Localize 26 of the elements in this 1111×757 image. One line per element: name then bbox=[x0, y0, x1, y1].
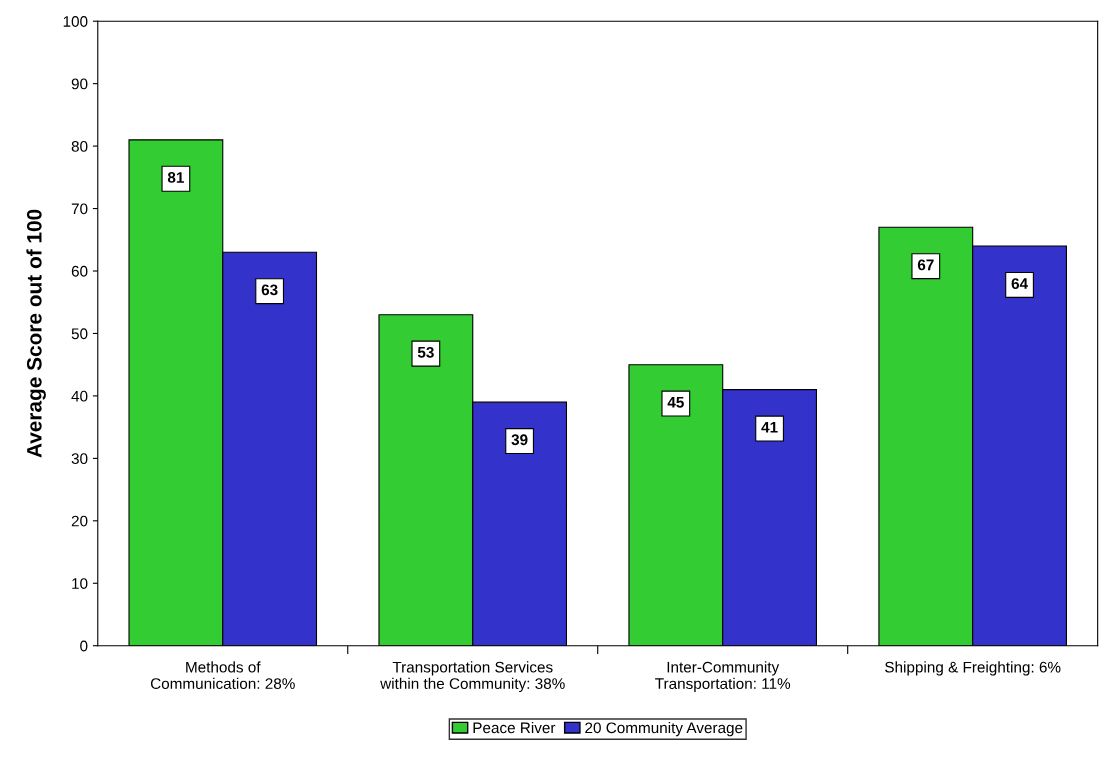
data-label: 45 bbox=[667, 397, 684, 408]
y-axis-title: Average Score out of 100 bbox=[26, 209, 46, 458]
data-label: 39 bbox=[511, 434, 528, 446]
legend-label: Peace River bbox=[473, 721, 556, 734]
data-label: 81 bbox=[167, 172, 184, 183]
y-tick-label: 50 bbox=[71, 328, 88, 340]
data-label: 63 bbox=[261, 284, 278, 296]
y-tick-label: 80 bbox=[71, 140, 88, 152]
x-tick-label: Transportation Services within the Community: 38% bbox=[380, 661, 565, 693]
data-label: 41 bbox=[761, 421, 778, 433]
data-label: 64 bbox=[1011, 278, 1028, 290]
data-label: 53 bbox=[417, 346, 434, 358]
x-tick-label: Methods of Communication: 28% bbox=[150, 661, 295, 690]
y-tick-label: 20 bbox=[71, 515, 88, 527]
y-tick-label: 0 bbox=[80, 640, 88, 652]
legend-label: 20 Community Average bbox=[585, 721, 743, 737]
y-tick-label: 70 bbox=[71, 203, 88, 215]
y-tick-label: 30 bbox=[71, 453, 88, 465]
y-tick-label: 100 bbox=[63, 16, 88, 27]
y-tick-label: 60 bbox=[71, 265, 88, 277]
data-label: 67 bbox=[917, 259, 934, 271]
y-tick-label: 40 bbox=[71, 390, 88, 402]
y-tick-label: 90 bbox=[71, 78, 88, 90]
x-tick-label: Inter-Community Transportation: 11% bbox=[655, 661, 791, 693]
x-tick-label: Shipping & Freighting: 6% bbox=[885, 661, 1061, 676]
y-tick-label: 10 bbox=[72, 578, 88, 589]
